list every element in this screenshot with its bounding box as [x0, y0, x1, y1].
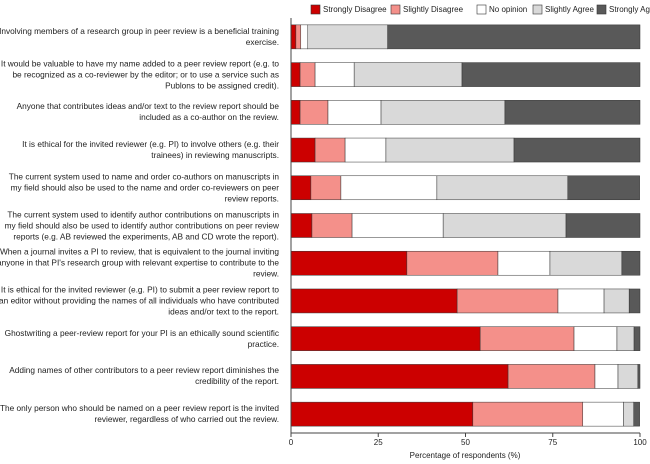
bar-segment — [290, 100, 301, 125]
x-tick-label: 25 — [374, 438, 383, 447]
bar-segment — [565, 213, 641, 238]
category-label: Ghostwriting a peer-review report for yo… — [4, 327, 279, 349]
bar-segment — [290, 364, 509, 389]
category-label: The only person who should be named on a… — [0, 403, 279, 425]
bar-segment — [582, 401, 624, 427]
bar-segment — [504, 100, 641, 125]
bar-segment — [353, 62, 463, 87]
bar-segment — [603, 288, 630, 314]
bar-segment — [442, 213, 567, 238]
bar-segment — [290, 24, 297, 50]
bar-segment — [344, 137, 387, 163]
bar-segment — [461, 62, 641, 87]
category-label: Anyone that contributes ideas and/or tex… — [16, 101, 279, 123]
bar-segment — [497, 250, 551, 276]
bar-segment — [633, 326, 641, 351]
bar-segment — [290, 250, 408, 276]
category-label: Adding names of other contributors to a … — [9, 365, 279, 387]
x-axis-title: Percentage of respondents (%) — [410, 451, 521, 460]
x-tick-label: 0 — [289, 438, 294, 447]
bar-segment — [406, 250, 499, 276]
bar-segment — [290, 326, 481, 351]
bar-segment — [311, 213, 353, 238]
bar-segment — [479, 326, 575, 351]
legend-swatch — [532, 4, 543, 15]
x-tick-label: 75 — [548, 438, 557, 447]
bar-segment — [307, 24, 388, 50]
bar-segment — [314, 137, 346, 163]
category-label: The current system used to name and orde… — [8, 171, 279, 204]
bar-segment — [623, 401, 634, 427]
bar-segment — [290, 401, 474, 427]
bar-segment — [340, 175, 438, 201]
bar-segment — [633, 401, 640, 427]
bar-segment — [295, 24, 302, 50]
legend-label: Slightly Agree — [545, 5, 594, 14]
bar-segment — [507, 364, 596, 389]
bar-segment — [472, 401, 584, 427]
bar-segment — [290, 62, 301, 87]
bar-segment — [290, 213, 313, 238]
bar-segment — [299, 62, 316, 87]
bar-segment — [310, 175, 342, 201]
legend-label: Slightly Disagree — [403, 5, 464, 14]
bar-segment — [628, 288, 641, 314]
bar-segment — [290, 175, 312, 201]
bar-segment — [299, 100, 329, 125]
bar-segment — [549, 250, 623, 276]
category-label: It would be valuable to have my name add… — [0, 58, 279, 91]
legend-label: Strongly Agree — [609, 5, 650, 14]
bar-segment — [314, 62, 355, 87]
bar-segment — [573, 326, 618, 351]
bar-segment — [290, 288, 458, 314]
bar-segment — [567, 175, 640, 201]
legend-label: No opinion — [489, 5, 527, 14]
x-tick-label: 50 — [461, 438, 470, 447]
legend-swatch — [390, 4, 401, 15]
category-label: It is ethical for the invited reviewer (… — [22, 139, 279, 161]
bar-segment — [351, 213, 444, 238]
category-label: The current system used to identify auth… — [4, 209, 279, 241]
legend-label: Strongly Disagree — [323, 5, 387, 14]
category-label: When a journal invites a PI to review, t… — [0, 246, 279, 279]
bar-segment — [290, 137, 316, 163]
bar-segment — [385, 137, 515, 163]
bar-segment — [380, 100, 506, 125]
bar-segment — [436, 175, 569, 201]
legend-swatch — [310, 4, 321, 15]
category-label: It is ethical for the invited reviewer (… — [0, 284, 279, 317]
category-label: Involving members of a research group in… — [0, 25, 279, 47]
bar-segment — [513, 137, 641, 163]
bar-segment — [387, 24, 641, 50]
legend-swatch — [476, 4, 487, 15]
bar-segment — [557, 288, 605, 314]
bar-segment — [617, 364, 639, 389]
bar-segment — [637, 364, 641, 389]
bar-segment — [327, 100, 382, 125]
bar-segment — [594, 364, 619, 389]
legend-swatch — [596, 4, 607, 15]
bar-segment — [621, 250, 641, 276]
bar-segment — [300, 24, 309, 50]
bar-segment — [616, 326, 635, 351]
bar-segment — [456, 288, 559, 314]
x-tick-label: 100 — [633, 438, 647, 447]
